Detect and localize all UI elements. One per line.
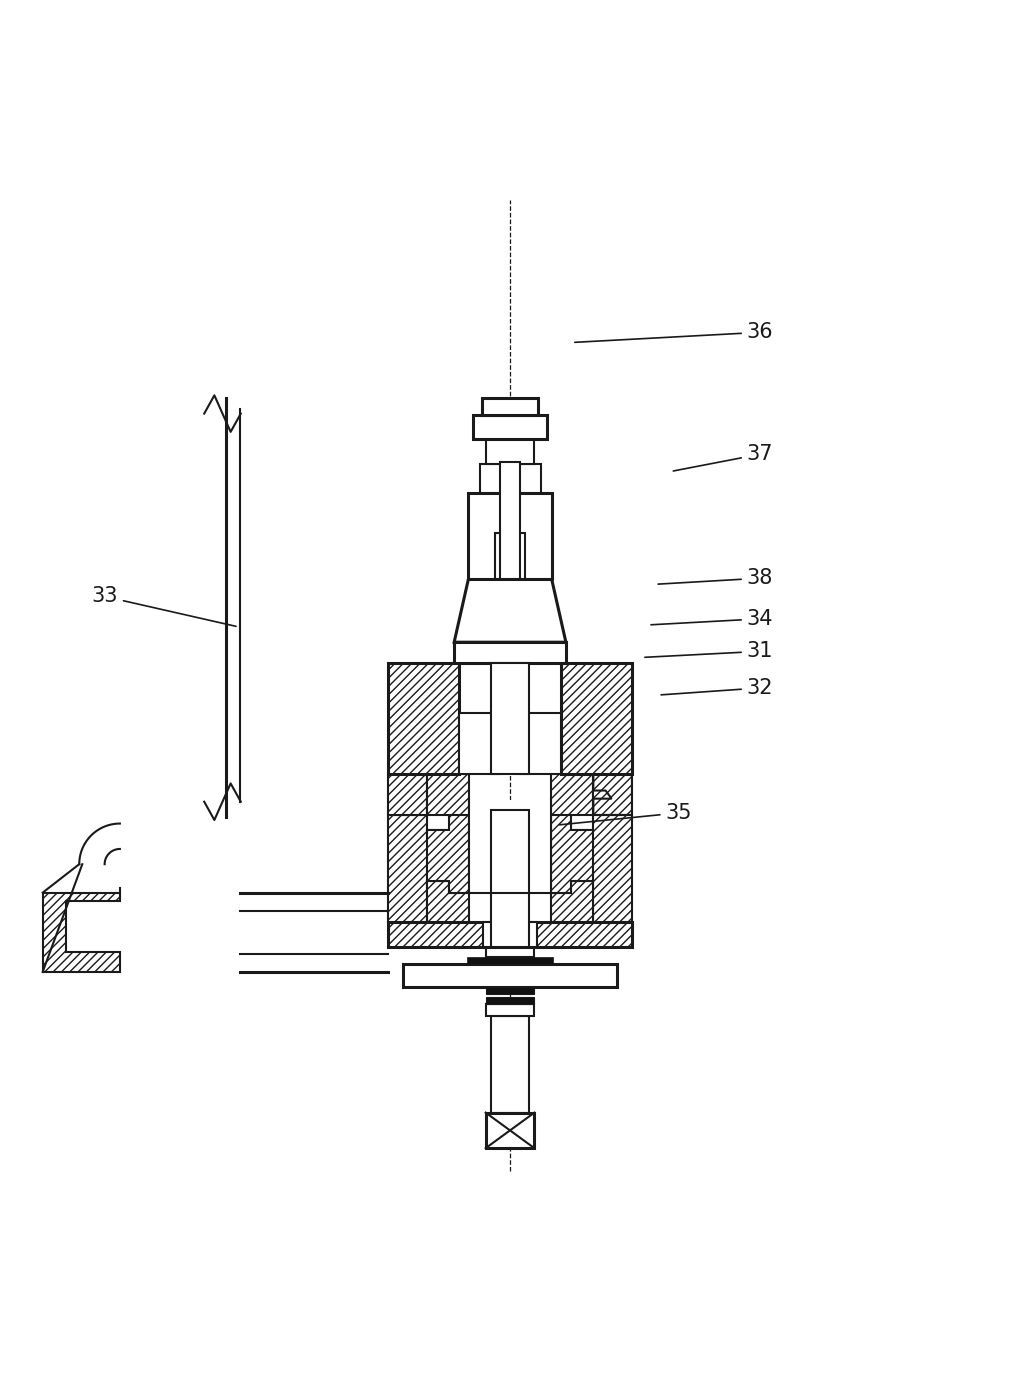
Text: 32: 32: [661, 678, 773, 699]
Bar: [388, 775, 427, 815]
Bar: [427, 775, 469, 815]
Bar: [469, 800, 551, 893]
Bar: [486, 439, 534, 464]
Bar: [486, 1003, 534, 1016]
Bar: [459, 712, 500, 775]
Bar: [491, 663, 529, 775]
Bar: [388, 922, 632, 947]
Text: 34: 34: [651, 608, 773, 629]
Text: 37: 37: [674, 445, 773, 471]
Bar: [491, 1016, 529, 1113]
Bar: [388, 663, 459, 775]
Polygon shape: [43, 893, 120, 972]
Bar: [454, 642, 566, 663]
Text: 31: 31: [645, 642, 773, 661]
Bar: [483, 922, 537, 947]
Text: 36: 36: [575, 323, 773, 342]
Bar: [486, 997, 534, 1003]
Polygon shape: [427, 881, 469, 922]
Bar: [480, 464, 541, 493]
Bar: [473, 414, 547, 439]
Polygon shape: [427, 800, 469, 893]
Bar: [561, 663, 632, 775]
Bar: [593, 775, 632, 815]
Bar: [491, 809, 529, 947]
Bar: [486, 987, 534, 994]
Polygon shape: [593, 775, 632, 815]
Polygon shape: [551, 800, 593, 893]
Bar: [486, 947, 534, 958]
Bar: [520, 712, 561, 775]
Bar: [486, 1113, 534, 1148]
Bar: [551, 775, 593, 815]
Bar: [467, 958, 553, 965]
Polygon shape: [454, 579, 566, 642]
Text: 33: 33: [91, 586, 236, 626]
Text: 35: 35: [560, 802, 692, 825]
Polygon shape: [551, 881, 593, 922]
Polygon shape: [571, 815, 632, 922]
Bar: [403, 965, 617, 987]
Bar: [500, 463, 520, 579]
Polygon shape: [388, 815, 449, 922]
Text: 38: 38: [658, 568, 773, 588]
Bar: [468, 493, 552, 579]
Bar: [495, 534, 525, 579]
Bar: [482, 398, 538, 414]
